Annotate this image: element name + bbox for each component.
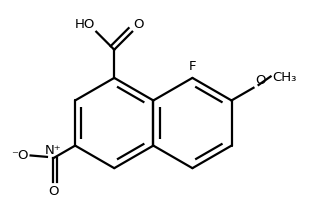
- Text: ⁻O: ⁻O: [11, 149, 28, 162]
- Text: N⁺: N⁺: [45, 144, 61, 157]
- Text: CH₃: CH₃: [272, 71, 297, 84]
- Text: O: O: [133, 18, 144, 31]
- Text: O: O: [48, 184, 58, 198]
- Text: F: F: [189, 60, 196, 73]
- Text: HO: HO: [74, 18, 95, 31]
- Text: O: O: [255, 74, 265, 87]
